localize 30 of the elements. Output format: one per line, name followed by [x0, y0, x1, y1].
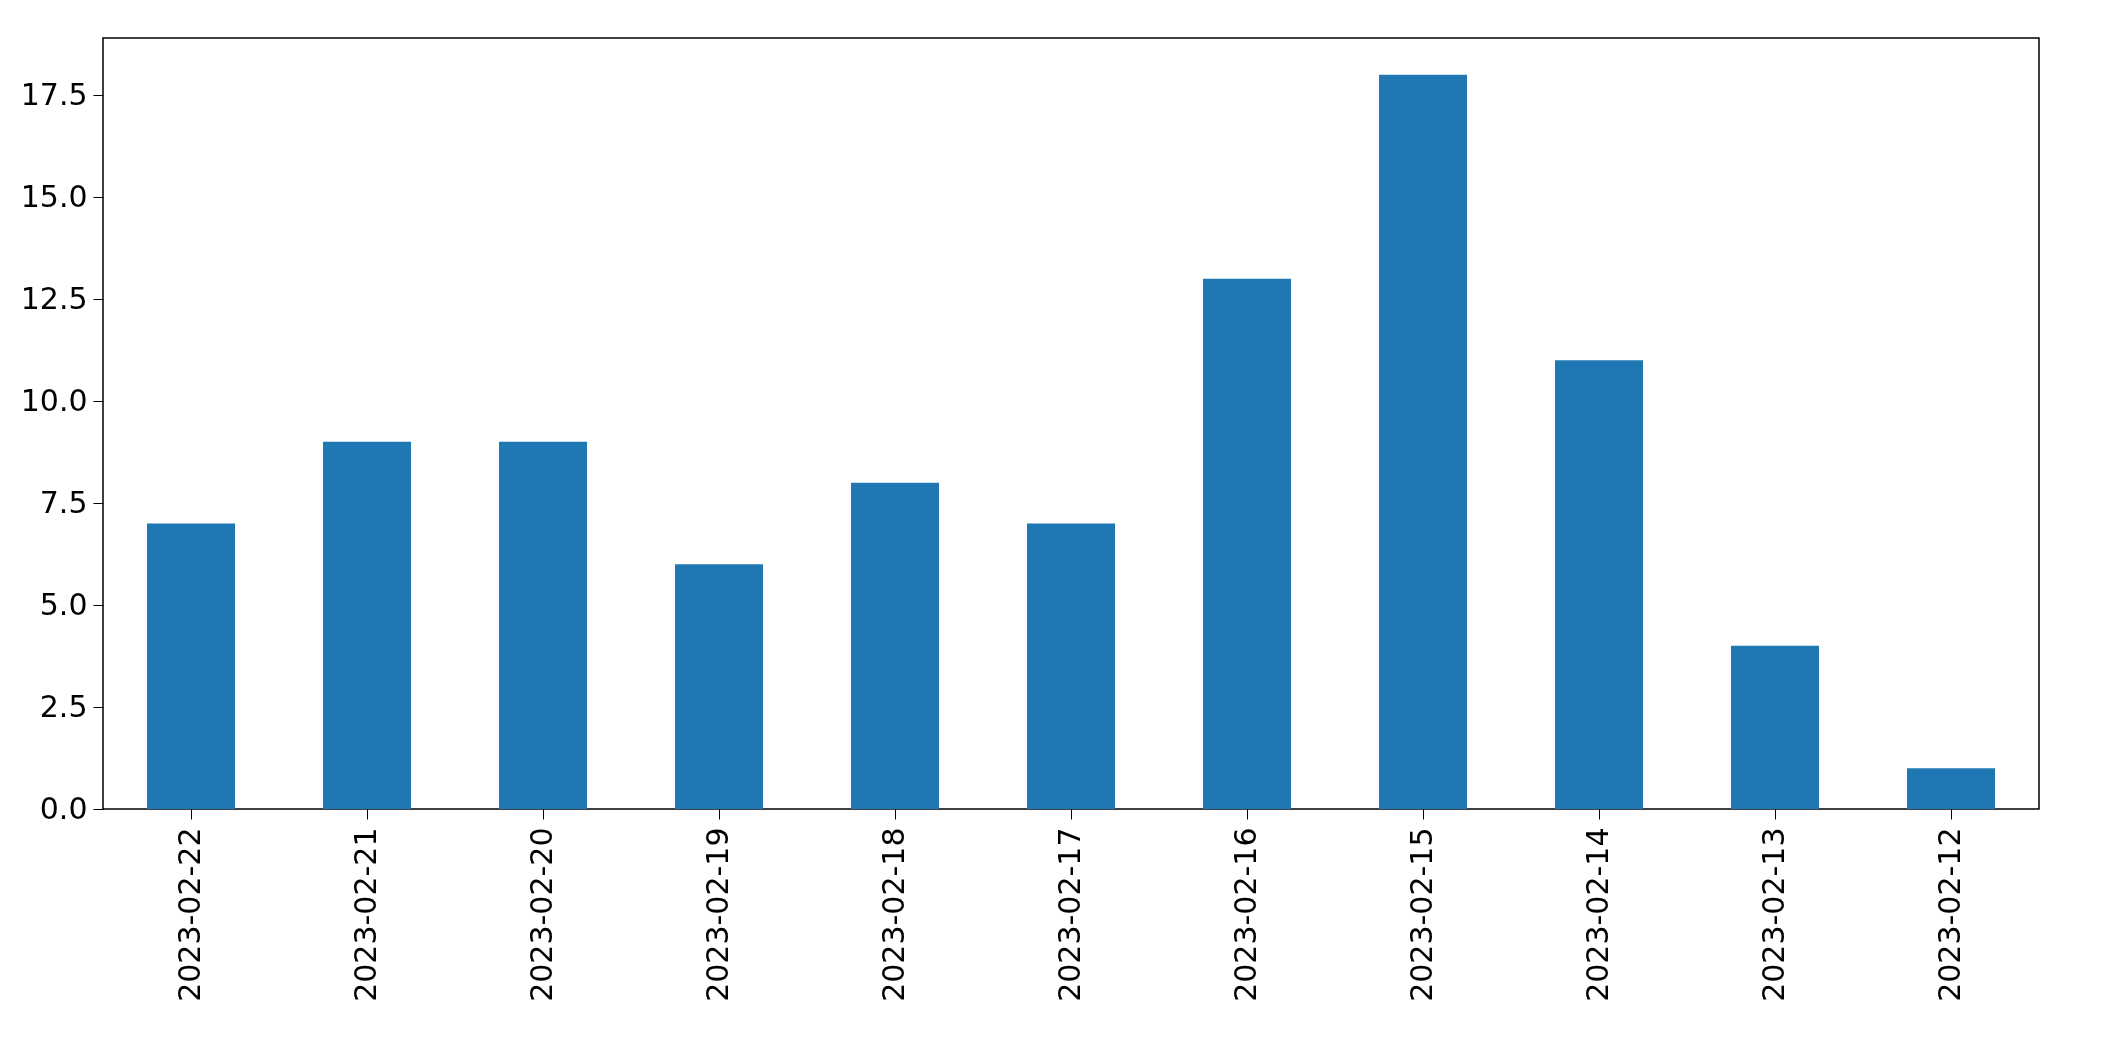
y-tick-label: 17.5	[20, 76, 88, 112]
y-tick-label: 0.0	[39, 790, 88, 826]
y-tick-label: 5.0	[39, 586, 88, 622]
x-tick-label: 2023-02-14	[1580, 827, 1615, 1002]
bar	[323, 441, 411, 809]
bar	[1555, 360, 1643, 809]
bar	[1027, 523, 1115, 809]
bar	[1731, 645, 1819, 809]
x-tick-label: 2023-02-19	[700, 827, 735, 1002]
bar	[1203, 278, 1291, 809]
x-tick-label: 2023-02-12	[1932, 827, 1967, 1002]
y-tick-label: 12.5	[20, 280, 88, 316]
y-tick-label: 7.5	[39, 484, 88, 520]
bar	[147, 523, 235, 809]
x-tick-label: 2023-02-18	[876, 827, 911, 1002]
x-tick-label: 2023-02-22	[172, 827, 207, 1002]
bar	[675, 564, 763, 809]
x-tick-label: 2023-02-20	[524, 827, 559, 1002]
y-tick-label: 15.0	[20, 178, 88, 214]
bar	[499, 441, 587, 809]
y-tick-label: 2.5	[39, 688, 88, 724]
bar	[1907, 768, 1995, 809]
y-tick-label: 10.0	[20, 382, 88, 418]
bar	[851, 482, 939, 809]
x-tick-label: 2023-02-16	[1228, 827, 1263, 1002]
x-tick-label: 2023-02-17	[1052, 827, 1087, 1002]
x-tick-label: 2023-02-21	[348, 827, 383, 1002]
bar	[1379, 74, 1467, 809]
x-tick-label: 2023-02-13	[1756, 827, 1791, 1002]
x-tick-label: 2023-02-15	[1404, 827, 1439, 1002]
